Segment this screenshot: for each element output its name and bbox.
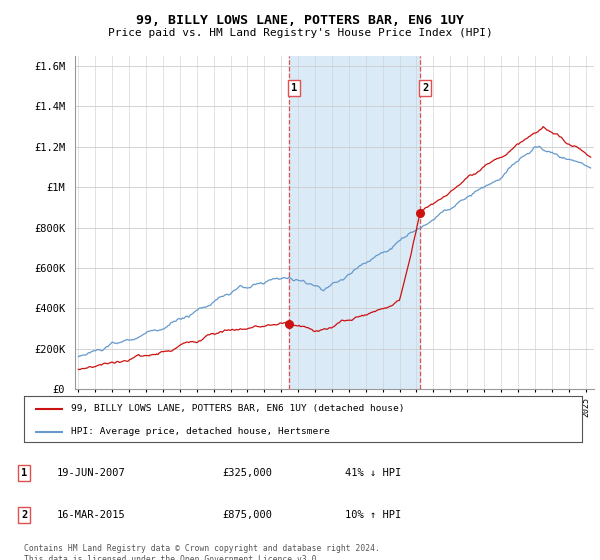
- Text: 19-JUN-2007: 19-JUN-2007: [57, 468, 126, 478]
- Text: £875,000: £875,000: [222, 510, 272, 520]
- Text: 2: 2: [21, 510, 27, 520]
- Text: 10% ↑ HPI: 10% ↑ HPI: [345, 510, 401, 520]
- Text: 16-MAR-2015: 16-MAR-2015: [57, 510, 126, 520]
- Text: 2: 2: [422, 83, 428, 94]
- Text: 99, BILLY LOWS LANE, POTTERS BAR, EN6 1UY (detached house): 99, BILLY LOWS LANE, POTTERS BAR, EN6 1U…: [71, 404, 405, 413]
- Text: HPI: Average price, detached house, Hertsmere: HPI: Average price, detached house, Hert…: [71, 427, 330, 436]
- Text: Price paid vs. HM Land Registry's House Price Index (HPI): Price paid vs. HM Land Registry's House …: [107, 28, 493, 38]
- Text: 41% ↓ HPI: 41% ↓ HPI: [345, 468, 401, 478]
- Text: £325,000: £325,000: [222, 468, 272, 478]
- Text: 1: 1: [291, 83, 298, 94]
- Text: Contains HM Land Registry data © Crown copyright and database right 2024.
This d: Contains HM Land Registry data © Crown c…: [24, 544, 380, 560]
- Text: 1: 1: [21, 468, 27, 478]
- Bar: [289, 56, 420, 389]
- Text: 99, BILLY LOWS LANE, POTTERS BAR, EN6 1UY: 99, BILLY LOWS LANE, POTTERS BAR, EN6 1U…: [136, 14, 464, 27]
